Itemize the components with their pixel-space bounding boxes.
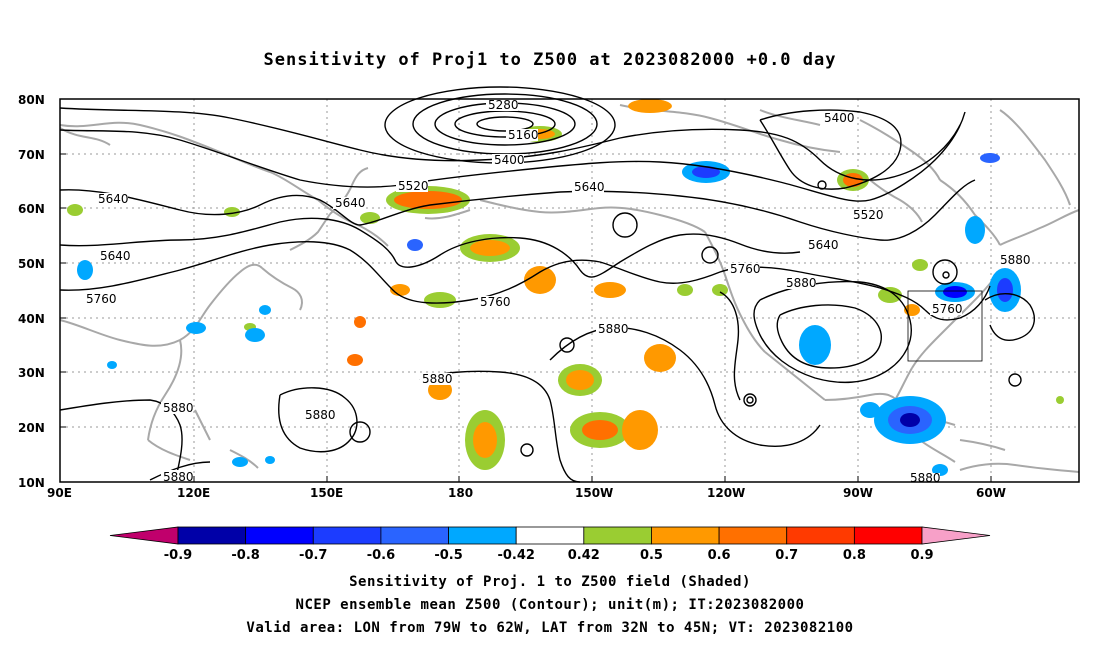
contour-labels: 5280 5160 5400 5400 5520 5640 5640 5640 … <box>84 98 1031 485</box>
lon-label: 150W <box>575 486 613 500</box>
colorbar-label: -0.6 <box>367 548 395 563</box>
lat-label: 30N <box>18 366 45 380</box>
contour-label: 5760 <box>730 262 761 276</box>
contour-label: 5280 <box>488 98 519 112</box>
contour-label: 5400 <box>494 153 525 167</box>
contour-label: 5520 <box>853 208 884 222</box>
colorbar-segment <box>177 526 247 545</box>
lon-label: 180 <box>448 486 473 500</box>
colorbar-segment <box>718 526 788 545</box>
lon-label: 120E <box>177 486 210 500</box>
contour-label: 5160 <box>508 128 539 142</box>
contour-label: 5760 <box>932 302 963 316</box>
plot-frame <box>59 98 1080 483</box>
contour-label: 5640 <box>335 196 366 210</box>
sensitivity-shading <box>67 99 1064 476</box>
contour-label: 5880 <box>598 322 629 336</box>
contour-label: 5880 <box>163 401 194 415</box>
longitude-labels: 90E 120E 150E 180 150W 120W 90W 60W <box>47 486 1006 500</box>
colorbar-segment <box>583 526 652 545</box>
contour-label: 5760 <box>480 295 511 309</box>
colorbar-segment <box>245 526 314 545</box>
lat-label: 80N <box>18 93 45 107</box>
contour-label: 5880 <box>305 408 336 422</box>
colorbar-segment <box>312 526 382 545</box>
contour-label: 5880 <box>163 470 194 484</box>
lon-label: 120W <box>707 486 745 500</box>
contour-label: 5640 <box>574 180 605 194</box>
colorbar-label: 0.42 <box>568 548 600 563</box>
colorbar-label: 0.9 <box>910 548 933 563</box>
lon-label: 90W <box>843 486 873 500</box>
contour-label: 5880 <box>786 276 817 290</box>
contour-label: 5640 <box>98 192 129 206</box>
lat-label: 40N <box>18 312 45 326</box>
colorbar-label: 0.5 <box>640 548 663 563</box>
valid-area-box <box>907 290 983 362</box>
colorbar-label: -0.5 <box>434 548 462 563</box>
lat-label: 50N <box>18 257 45 271</box>
caption-contour: NCEP ensemble mean Z500 (Contour); unit(… <box>295 597 805 613</box>
colorbar-label: 0.7 <box>775 548 798 563</box>
lat-label: 20N <box>18 421 45 435</box>
axis-ticks <box>60 98 992 483</box>
contour-label: 5640 <box>808 238 839 252</box>
lat-label: 60N <box>18 202 45 216</box>
contour-label: 5880 <box>1000 253 1031 267</box>
colorbar-segment <box>651 526 720 545</box>
colorbar-arrow-low <box>109 526 179 545</box>
colorbar-label: -0.42 <box>497 548 534 563</box>
colorbar-label: 0.6 <box>708 548 731 563</box>
colorbar-labels: -0.9 -0.8 -0.7 -0.6 -0.5 -0.42 0.42 0.5 0.6 0.7 0.… <box>164 548 934 563</box>
colorbar-segment <box>786 526 855 545</box>
colorbar-segment <box>380 526 449 545</box>
lat-label: 10N <box>18 476 45 490</box>
colorbar <box>109 526 991 545</box>
contour-label: 5760 <box>86 292 117 306</box>
contour-label: 5520 <box>398 179 429 193</box>
latitude-labels: 80N 70N 60N 50N 40N 30N 20N 10N <box>18 93 45 490</box>
colorbar-label: 0.8 <box>843 548 866 563</box>
caption-valid-area: Valid area: LON from 79W to 62W, LAT fro… <box>246 620 854 636</box>
colorbar-segment <box>515 526 585 545</box>
lat-label: 70N <box>18 148 45 162</box>
colorbar-segment <box>853 526 923 545</box>
lon-label: 90E <box>47 486 72 500</box>
colorbar-segment <box>448 526 517 545</box>
colorbar-label: -0.8 <box>231 548 259 563</box>
lon-label: 60W <box>976 486 1006 500</box>
lon-label: 150E <box>310 486 343 500</box>
map-title: Sensitivity of Proj1 to Z500 at 20230820… <box>263 50 837 70</box>
contour-label: 5880 <box>910 471 941 485</box>
contour-label: 5640 <box>100 249 131 263</box>
colorbar-label: -0.9 <box>164 548 192 563</box>
colorbar-arrow-high <box>921 526 991 545</box>
caption-shaded: Sensitivity of Proj. 1 to Z500 field (Sh… <box>349 574 751 590</box>
contour-label: 5880 <box>422 372 453 386</box>
colorbar-label: -0.7 <box>299 548 327 563</box>
contour-label: 5400 <box>824 111 855 125</box>
